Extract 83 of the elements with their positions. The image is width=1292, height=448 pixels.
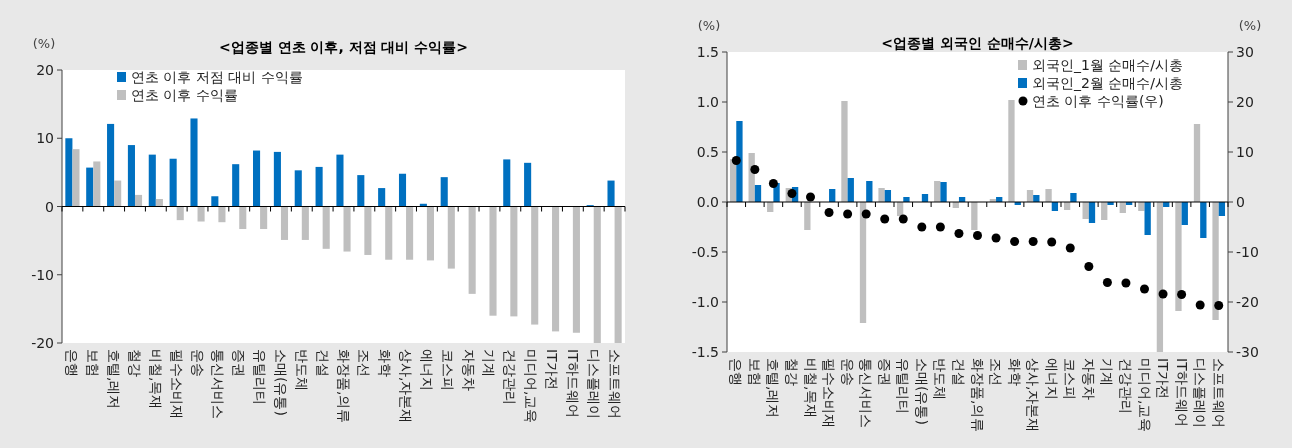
x-tick-label: 보험 [746,358,763,386]
x-tick-label: 화장품,의류 [335,349,352,424]
x-tick-label: 비철,목재 [147,349,164,410]
x-tick-label: 화학 [1006,358,1023,386]
x-tick-label: 디스플레이 [1192,358,1209,428]
x-tick-label: 미디어,교육 [1136,358,1153,433]
x-tick-label: 미디어,교육 [523,349,540,424]
x-tick-label: 코스피 [439,349,456,391]
y2-tick-label: -10 [1236,244,1259,260]
x-tick-label: 반도체 [293,349,310,391]
x-tick-label: 반도체 [932,358,949,400]
x-tick-label: 유틸리티 [252,349,269,405]
y-tick-label: -1.0 [691,294,719,310]
chart-title: <업종별 외국인 순매수/시총> [881,35,1074,51]
x-tick-label: 소프트웨어 [1210,358,1227,428]
y2-tick-label: 20 [1236,94,1254,110]
x-tick-label: 소프트웨어 [606,349,623,419]
x-tick-label: 건설 [314,349,331,377]
x-tick-label: 통신서비스 [210,349,227,419]
y-tick-label: 10 [36,130,54,147]
x-tick-label: 소매(유통) [913,358,930,425]
x-tick-label: 보험 [85,349,102,377]
x-tick-label: 운송 [189,349,206,377]
x-tick-label: 건강관리 [502,349,519,405]
y2-tick-label: -20 [1236,294,1259,310]
x-tick-label: 필수소비재 [821,358,838,428]
x-tick-label: IT가전 [1155,358,1172,399]
x-tick-label: 비철,목재 [802,358,819,419]
y-tick-label: -20 [31,335,54,351]
x-tick-label: 디스플레이 [585,349,602,419]
y2-tick-label: 30 [1236,44,1254,60]
legend-label: 연초 이후 수익률 [131,87,238,103]
x-tick-label: 자동차 [1080,358,1097,400]
x-tick-label: 조선 [988,358,1005,386]
x-tick-label: 운송 [839,358,856,386]
x-tick-label: 소매(유통) [272,349,289,416]
x-tick-label: 기계 [481,349,498,377]
x-tick-label: 건설 [950,358,967,386]
x-tick-label: 은행 [728,358,745,386]
x-tick-label: 호텔,레저 [765,358,782,419]
x-tick-label: IT하드웨어 [564,349,581,418]
x-tick-label: 유틸리티 [895,358,912,414]
x-tick-label: 호텔,레저 [106,349,123,410]
y2-tick-label: 10 [1236,144,1254,160]
x-tick-label: 은행 [64,349,81,377]
y-tick-label: 20 [36,62,54,78]
x-tick-label: 에너지 [1043,358,1060,400]
y-tick-label: 0.0 [696,194,719,210]
x-tick-label: 코스피 [1062,358,1079,400]
y-tick-label: -0.5 [691,244,719,260]
y-axis-title: (%) [697,18,721,33]
y-tick-label: 0 [45,198,54,215]
x-tick-label: 증권 [231,349,248,377]
legend-label: 연초 이후 수익률(우) [1032,93,1164,109]
x-tick-label: 상사,자본재 [1025,358,1042,433]
y-tick-label: -10 [31,266,54,283]
x-tick-label: 화장품,의류 [969,358,986,433]
y-tick-label: -1.5 [691,344,719,360]
y-axis-title: (%) [32,36,56,51]
x-tick-label: 에너지 [418,349,435,391]
y-tick-label: 1.5 [696,44,719,60]
x-tick-label: 조선 [356,349,373,377]
x-tick-label: 화학 [377,349,394,377]
x-tick-label: IT하드웨어 [1173,358,1190,427]
x-tick-label: 통신서비스 [858,358,875,428]
x-tick-label: 기계 [1099,358,1116,386]
legend-label: 연초 이후 저점 대비 수익률 [131,69,303,85]
y2-tick-label: 0 [1236,194,1245,210]
y-tick-label: 0.5 [696,144,719,160]
x-tick-label: IT가전 [544,349,561,390]
x-tick-label: 자동차 [460,349,477,391]
y2-tick-label: -30 [1236,344,1259,360]
legend-label: 외국인_1월 순매수/시총 [1032,57,1184,73]
legend-label: 외국인_2월 순매수/시총 [1032,75,1184,91]
chart-title: <업종별 연초 이후, 저점 대비 수익률> [218,39,469,55]
x-tick-label: 상사,자본재 [398,349,415,424]
x-tick-label: 철강 [783,358,800,386]
y2-axis-title: (%) [1238,18,1262,33]
y-tick-label: 1.0 [696,94,719,110]
x-tick-label: 철강 [126,349,143,377]
x-tick-label: 증권 [876,358,893,386]
x-tick-label: 건강관리 [1117,358,1134,414]
x-tick-label: 필수소비재 [168,349,185,419]
